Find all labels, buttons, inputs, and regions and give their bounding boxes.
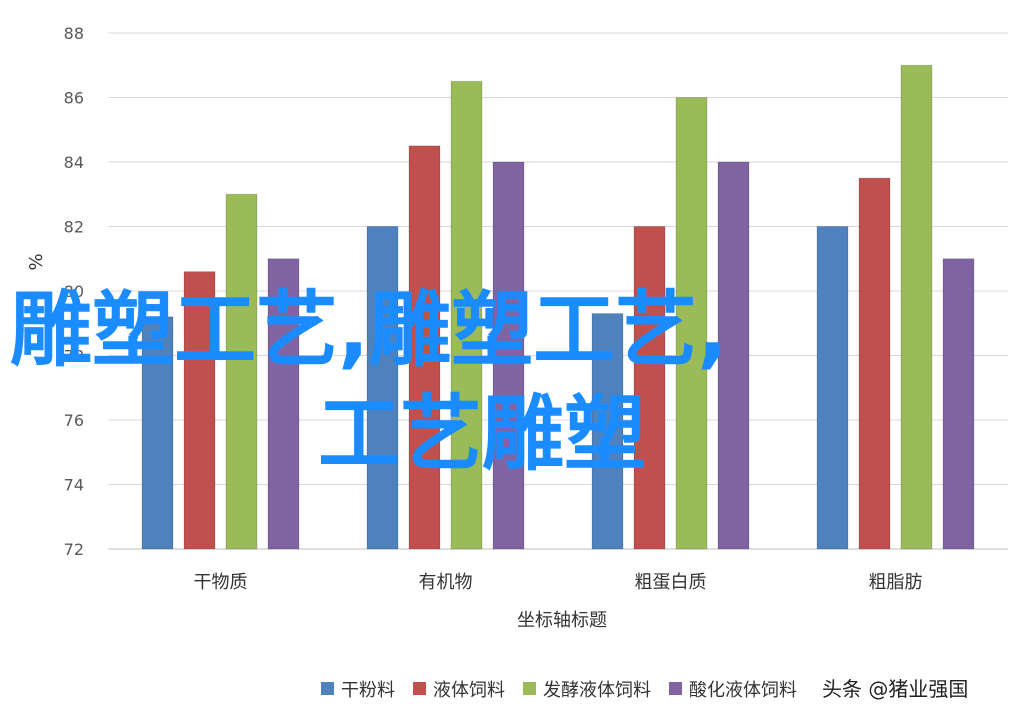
x-category-label: 粗蛋白质: [635, 572, 707, 593]
y-tick-label: 86: [64, 89, 84, 108]
watermark-text: 头条 @猪业强国: [822, 677, 968, 701]
bar: [900, 64, 933, 550]
legend-label: 液体饲料: [433, 680, 505, 701]
bar: [816, 226, 849, 550]
y-axis-ticks: 72 74 76 78 80 82 84 86 88: [64, 24, 84, 559]
bar: [267, 258, 300, 550]
x-category-label: 干物质: [194, 572, 248, 593]
bar: [591, 313, 624, 550]
bar: [183, 271, 216, 550]
bar: [450, 80, 483, 550]
legend-swatch: [321, 682, 334, 695]
y-tick-label: 82: [64, 218, 84, 237]
y-tick-label: 80: [64, 282, 84, 301]
y-tick-label: 76: [64, 411, 84, 430]
bar: [225, 193, 258, 550]
bar: [942, 258, 975, 550]
overlay-text-line1: 雕塑工艺,雕塑工艺,: [10, 283, 728, 378]
y-axis-title: %: [26, 253, 47, 270]
x-axis-title: 坐标轴标题: [517, 610, 607, 631]
y-tick-label: 88: [64, 24, 84, 43]
bar: [141, 316, 174, 550]
bar: [675, 97, 708, 550]
legend-label: 干粉料: [341, 680, 395, 701]
legend-label: 酸化液体饲料: [689, 680, 797, 701]
legend-swatch: [413, 682, 426, 695]
bar: [408, 145, 441, 550]
legend: 干粉料 液体饲料 发酵液体饲料 酸化液体饲料: [321, 680, 797, 701]
y-tick-label: 74: [64, 476, 84, 495]
bars: [141, 64, 975, 550]
y-tick-label: 72: [64, 540, 84, 559]
legend-swatch: [669, 682, 682, 695]
x-axis-categories: 干物质 有机物 粗蛋白质 粗脂肪: [194, 572, 923, 593]
bar: [492, 161, 525, 550]
bar: [858, 177, 891, 550]
gridlines: [108, 32, 1008, 550]
overlay-text-line2: 工艺雕塑: [318, 387, 646, 482]
y-tick-label: 78: [64, 347, 84, 366]
x-category-label: 粗脂肪: [869, 572, 923, 593]
y-tick-label: 84: [64, 153, 84, 172]
bar: [633, 226, 666, 550]
bar: [366, 226, 399, 550]
x-category-label: 有机物: [419, 572, 473, 593]
legend-label: 发酵液体饲料: [543, 680, 651, 701]
legend-swatch: [523, 682, 536, 695]
bar: [717, 161, 750, 550]
